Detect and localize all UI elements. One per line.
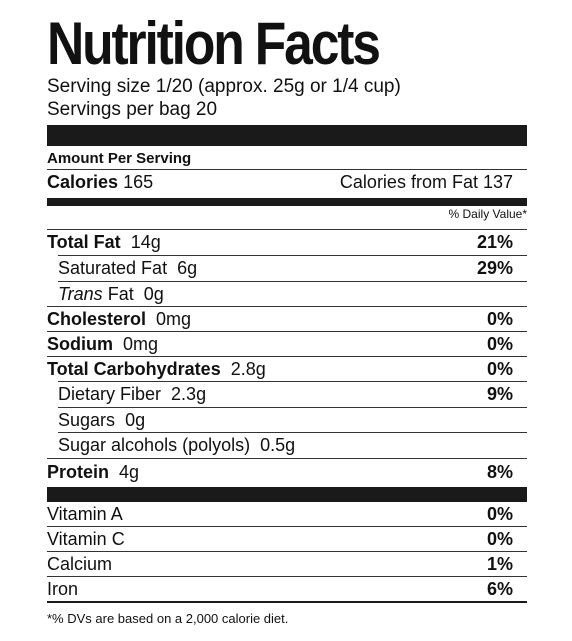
serving-size: Serving size 1/20 (approx. 25g or 1/4 cu… [47, 76, 401, 97]
vitamin-label: Calcium [47, 554, 113, 574]
nutrient-row-saturated-fat: Saturated Fat 6g 29% [58, 256, 513, 281]
divider [58, 432, 527, 433]
vitamin-dv: 1% [486, 554, 513, 574]
nutrient-row-cholesterol: Cholesterol 0mg 0% [47, 307, 513, 332]
nutrient-label: Dietary Fiber [58, 384, 162, 404]
nutrient-dv: 0% [486, 334, 513, 354]
nutrient-dv: 0% [486, 309, 513, 329]
divider [47, 526, 527, 527]
nutrient-amount: 2.8g [230, 359, 266, 379]
divider [47, 306, 527, 307]
nutrient-label: Saturated Fat [58, 258, 168, 278]
calories-label: Calories [47, 172, 119, 192]
nutrient-label: Cholesterol [47, 309, 147, 329]
servings-per-container: Servings per bag 20 [47, 99, 218, 120]
nutrient-amount: 0mg [156, 309, 192, 329]
divider [47, 356, 527, 357]
vitamin-row-vitamin-a: Vitamin A 0% [47, 502, 513, 527]
divider [58, 255, 527, 256]
nutrient-label: Sodium [47, 334, 113, 354]
bottom-rule [47, 601, 527, 603]
nutrient-dv: 29% [476, 258, 513, 278]
nutrient-label: Sugars [58, 410, 116, 430]
nutrient-label: Total Carbohydrates [47, 359, 221, 379]
vitamin-dv: 6% [486, 579, 513, 599]
vitamin-label: Vitamin A [47, 504, 123, 524]
amount-per-serving: Amount Per Serving [47, 150, 192, 167]
divider [47, 458, 527, 459]
medium-divider [47, 198, 527, 206]
divider [58, 381, 527, 382]
vitamin-row-calcium: Calcium 1% [47, 552, 513, 577]
nutrient-row-protein: Protein 4g 8% [47, 460, 513, 485]
nutrient-label: Total Fat [47, 232, 121, 252]
divider [58, 407, 527, 408]
divider [47, 551, 527, 552]
nutrient-row-trans-fat: Trans Fat 0g [58, 282, 513, 307]
calories-from-fat: Calories from Fat 137 [339, 172, 513, 192]
nutrient-dv: 0% [486, 359, 513, 379]
nutrient-dv: 8% [486, 462, 513, 482]
vitamin-dv: 0% [486, 529, 513, 549]
nutrient-row-total-fat: Total Fat 14g 21% [47, 230, 513, 255]
nutrient-amount: 0.5g [260, 435, 296, 455]
nutrient-label: Protein [47, 462, 110, 482]
thick-divider [47, 487, 527, 502]
nutrient-amount: 0g [125, 410, 146, 430]
nutrient-row-sugars: Sugars 0g [58, 408, 513, 433]
divider [47, 331, 527, 332]
divider [47, 169, 527, 170]
nutrient-label-italic: Trans [58, 284, 103, 304]
vitamin-row-iron: Iron 6% [47, 577, 513, 602]
divider [58, 281, 527, 282]
nutrient-amount: 0g [143, 284, 164, 304]
calories-value: 165 [123, 172, 154, 192]
vitamin-label: Iron [47, 579, 79, 599]
nutrient-label: Sugar alcohols (polyols) [58, 435, 251, 455]
nutrient-amount: 14g [130, 232, 161, 252]
vitamin-label: Vitamin C [47, 529, 125, 549]
nutrient-amount: 0mg [123, 334, 159, 354]
nutrient-row-sugar-alcohols: Sugar alcohols (polyols) 0.5g [58, 433, 513, 458]
thick-divider [47, 125, 527, 146]
daily-value-header: % Daily Value* [448, 207, 527, 221]
vitamin-row-vitamin-c: Vitamin C 0% [47, 527, 513, 552]
divider [47, 576, 527, 577]
nutrient-amount: 6g [177, 258, 198, 278]
nutrient-amount: 4g [119, 462, 140, 482]
divider [47, 229, 527, 230]
vitamin-dv: 0% [486, 504, 513, 524]
nutrient-row-dietary-fiber: Dietary Fiber 2.3g 9% [58, 382, 513, 407]
nutrient-label: Fat [107, 284, 134, 304]
nutrient-amount: 2.3g [171, 384, 207, 404]
footnote: *% DVs are based on a 2,000 calorie diet… [47, 611, 289, 626]
nutrient-dv: 9% [486, 384, 513, 404]
nutrient-dv: 21% [476, 232, 513, 252]
label-title: Nutrition Facts [47, 10, 381, 77]
nutrient-row-sodium: Sodium 0mg 0% [47, 332, 513, 357]
nutrient-row-total-carbohydrates: Total Carbohydrates 2.8g 0% [47, 357, 513, 382]
calories-row: Calories 165 Calories from Fat 137 [47, 170, 513, 195]
